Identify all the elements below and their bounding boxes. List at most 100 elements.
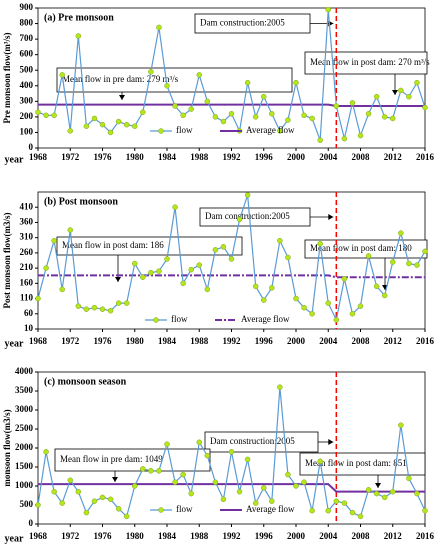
x-tick-label: 1988 — [190, 336, 209, 346]
flow-marker — [277, 128, 283, 134]
flow-marker — [301, 112, 307, 119]
x-tick-label: 2012 — [384, 531, 403, 541]
flow-marker — [51, 488, 57, 495]
flow-marker — [398, 422, 404, 428]
flow-marker — [35, 295, 41, 302]
flow-marker — [164, 441, 170, 447]
flow-marker — [309, 115, 315, 122]
annotation: Mean flow in post dam: 180 — [310, 243, 412, 253]
flow-marker — [43, 265, 49, 271]
flow-marker — [236, 488, 243, 495]
flow-marker — [156, 268, 162, 274]
arrow-head — [112, 477, 118, 482]
y-tick-label: 3000 — [15, 404, 34, 414]
flow-marker — [381, 292, 388, 299]
flow-marker — [365, 253, 372, 259]
flow-marker — [293, 483, 299, 489]
flow-marker — [252, 500, 259, 506]
y-tick-label: 3500 — [15, 385, 34, 395]
flow-marker — [317, 241, 323, 247]
flow-marker — [325, 6, 331, 13]
flow-marker — [357, 132, 364, 139]
legend-label: flow — [176, 504, 193, 514]
flow-marker — [123, 513, 130, 520]
flow-marker — [75, 303, 82, 309]
y-tick-label: 10 — [24, 323, 34, 333]
y-tick-label: 500 — [20, 64, 34, 74]
flow-marker — [67, 477, 73, 484]
y-tick-label: 200 — [20, 111, 34, 121]
flow-marker — [422, 104, 428, 111]
x-tick-label: 1984 — [158, 336, 177, 346]
flow-marker — [228, 111, 235, 117]
flow-marker — [172, 204, 178, 210]
x-tick-label: 1976 — [94, 152, 113, 162]
flow-marker — [228, 256, 235, 262]
y-tick-label: 1500 — [15, 461, 34, 471]
flow-marker — [148, 69, 154, 75]
y-tick-label: 800 — [20, 18, 34, 28]
x-tick-label: 2008 — [352, 531, 371, 541]
flow-marker — [196, 72, 202, 78]
x-tick-label: 1996 — [255, 531, 274, 541]
flow-marker — [244, 192, 251, 198]
x-tick-label: 2000 — [287, 336, 306, 346]
flow-marker — [140, 109, 146, 115]
flow-marker — [390, 115, 396, 122]
y-tick-label: 100 — [20, 127, 34, 137]
flow-marker — [212, 114, 219, 120]
flow-marker — [172, 479, 178, 485]
flow-marker — [115, 506, 122, 512]
x-tick-label: 2012 — [384, 152, 403, 162]
flow-marker — [99, 494, 106, 501]
flow-marker — [422, 507, 428, 514]
x-tick-label: 1976 — [94, 336, 113, 346]
flow-marker — [301, 304, 307, 311]
flow-marker — [35, 502, 41, 508]
flow-marker — [180, 471, 186, 478]
flow-marker — [269, 111, 275, 117]
flow-marker — [349, 509, 356, 516]
flow-marker — [309, 507, 315, 514]
flow-marker — [349, 100, 356, 106]
flow-marker — [333, 498, 340, 504]
arrow-head — [328, 214, 334, 220]
y-tick-label: 360 — [20, 217, 34, 227]
flow-marker — [406, 475, 412, 482]
legend-marker — [158, 128, 164, 134]
x-tick-label: 1972 — [61, 152, 80, 162]
y-tick-label: 400 — [20, 80, 34, 90]
y-tick-label: 110 — [20, 293, 34, 303]
flow-marker — [164, 256, 170, 262]
x-axis-label: year — [5, 154, 24, 165]
flow-marker — [123, 300, 130, 306]
flow-marker — [261, 297, 267, 303]
y-tick-label: 2500 — [15, 423, 34, 433]
flow-marker — [59, 72, 65, 78]
flow-marker — [317, 137, 323, 143]
flow-marker — [293, 295, 299, 302]
flow-marker — [67, 227, 73, 233]
legend-marker — [158, 507, 164, 513]
arrow-head — [115, 277, 121, 282]
chart-title: (a) Pre monsoon — [44, 12, 114, 23]
flow-marker — [35, 109, 41, 115]
x-tick-label: 2004 — [319, 531, 338, 541]
flow-marker — [99, 306, 106, 312]
flow-marker — [373, 93, 380, 100]
flow-marker — [341, 276, 348, 282]
flow-marker — [132, 123, 138, 129]
flow-marker — [212, 247, 219, 253]
y-axis-label: Pre monsoon flow(m³/s) — [2, 32, 12, 123]
flow-marker — [115, 300, 122, 306]
flow-marker — [244, 456, 251, 463]
legend-label: Average flow — [246, 125, 295, 135]
flow-marker — [132, 260, 138, 267]
x-tick-label: 2000 — [287, 152, 306, 162]
flow-marker — [406, 260, 412, 267]
y-tick-label: 600 — [20, 49, 34, 59]
annotation: Dam construction:2005 — [210, 436, 295, 446]
flow-marker — [75, 33, 82, 39]
arrow-head — [392, 90, 398, 95]
